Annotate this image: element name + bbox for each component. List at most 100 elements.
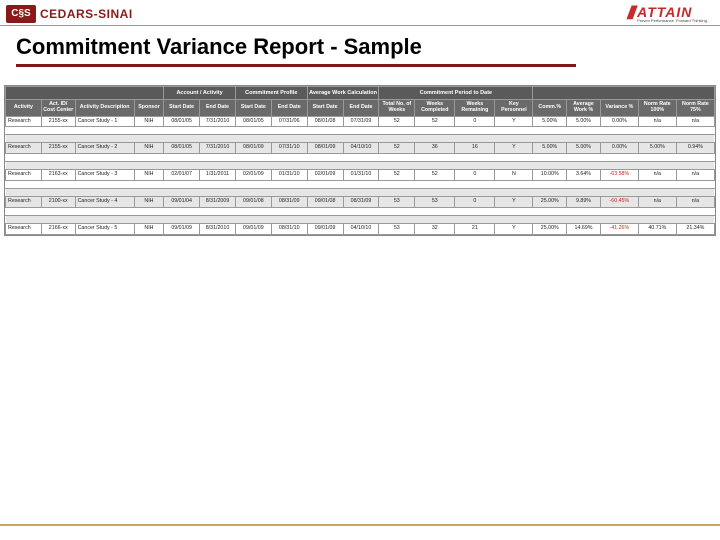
table-cell: 08/01/05 [164, 143, 200, 154]
table-cell: -41.26% [600, 223, 638, 234]
table-cell: 53 [379, 197, 415, 208]
table-cell: 16 [455, 143, 495, 154]
table-cell: 0.00% [600, 143, 638, 154]
column-header: End Date [343, 100, 379, 117]
table-cell: Cancer Study - 2 [75, 143, 134, 154]
table-group-header: Account / ActivityCommitment ProfileAver… [6, 87, 715, 100]
table-cell: 01/31/10 [271, 170, 307, 181]
table-row: Research2100-xxCancer Study - 4NIH09/01/… [6, 197, 715, 208]
table-cell: 5.00% [533, 116, 567, 127]
table-cell: 04/10/10 [343, 143, 379, 154]
column-header: Start Date [164, 100, 200, 117]
table-cell: 09/01/09 [164, 223, 200, 234]
table-cell: Y [495, 223, 533, 234]
table-cell: Research [6, 223, 42, 234]
table-cell: 52 [379, 143, 415, 154]
table-cell: 0 [455, 116, 495, 127]
column-header: Start Date [235, 100, 271, 117]
attain-slash-icon: /// [627, 3, 633, 24]
logo-cedars: C§S CEDARS-SINAI [6, 5, 133, 23]
table-cell: 7/31/2010 [200, 143, 236, 154]
logo-attain: /// ATTAIN Proven Performance. Forward T… [627, 3, 708, 24]
table-cell: 09/01/04 [164, 197, 200, 208]
table-cell: 21.34% [676, 223, 714, 234]
cs-badge: C§S [6, 5, 36, 23]
table-cell: 25.00% [533, 223, 567, 234]
table-cell: 9.89% [567, 197, 601, 208]
table-cell: 04/10/10 [343, 223, 379, 234]
title-underline [16, 64, 576, 67]
table-cell: Y [495, 116, 533, 127]
table-cell: 08/31/09 [343, 197, 379, 208]
table-cell: 1/31/2011 [200, 170, 236, 181]
table-cell: 09/01/09 [235, 223, 271, 234]
report-table-wrap: Account / ActivityCommitment ProfileAver… [4, 85, 716, 236]
table-cell: 52 [415, 116, 455, 127]
table-column-header: ActivityAct. ID/ Cost CenterActivity Des… [6, 100, 715, 117]
table-cell: n/a [638, 116, 676, 127]
table-cell: n/a [638, 170, 676, 181]
table-cell: 5.00% [567, 143, 601, 154]
table-cell: 40.71% [638, 223, 676, 234]
table-cell: Y [495, 197, 533, 208]
column-header: Average Work % [567, 100, 601, 117]
table-cell: 8/31/2010 [200, 223, 236, 234]
table-cell: 10.00% [533, 170, 567, 181]
column-header: Norm Rate 75% [676, 100, 714, 117]
column-header: End Date [200, 100, 236, 117]
table-cell: 5.00% [638, 143, 676, 154]
attain-name: ATTAIN [637, 5, 708, 19]
table-cell: n/a [638, 197, 676, 208]
table-cell: -63.58% [600, 170, 638, 181]
column-header: Weeks Completed [415, 100, 455, 117]
table-cell: N [495, 170, 533, 181]
column-header: Sponsor [134, 100, 164, 117]
table-cell: NIH [134, 223, 164, 234]
table-cell: Research [6, 197, 42, 208]
table-cell: 08/01/08 [307, 116, 343, 127]
table-cell: 7/31/2010 [200, 116, 236, 127]
table-cell: 08/01/09 [307, 143, 343, 154]
column-header: Norm Rate 100% [638, 100, 676, 117]
footer-rule [0, 524, 720, 526]
table-cell: 25.00% [533, 197, 567, 208]
column-header: Activity Description [75, 100, 134, 117]
table-cell: 09/01/08 [307, 197, 343, 208]
table-cell: 52 [379, 170, 415, 181]
table-cell: n/a [676, 116, 714, 127]
table-cell: 8/31/2009 [200, 197, 236, 208]
table-cell: NIH [134, 116, 164, 127]
table-cell: 0.00% [600, 116, 638, 127]
table-cell: 01/31/10 [343, 170, 379, 181]
table-cell: Cancer Study - 4 [75, 197, 134, 208]
header-bar: C§S CEDARS-SINAI /// ATTAIN Proven Perfo… [0, 0, 720, 26]
table-cell: 2155-xx [41, 143, 75, 154]
column-header: Comm.% [533, 100, 567, 117]
table-cell: 0.94% [676, 143, 714, 154]
table-cell: 53 [379, 223, 415, 234]
table-cell: 2155-xx [41, 116, 75, 127]
table-cell: 02/01/07 [164, 170, 200, 181]
table-cell: Cancer Study - 3 [75, 170, 134, 181]
table-cell: 5.00% [567, 116, 601, 127]
attain-tagline: Proven Performance. Forward Thinking. [637, 19, 708, 23]
table-cell: Research [6, 143, 42, 154]
table-cell: 07/31/10 [271, 143, 307, 154]
table-cell: 2166-xx [41, 223, 75, 234]
page-title: Commitment Variance Report - Sample [16, 34, 704, 60]
table-cell: 08/01/09 [235, 143, 271, 154]
column-header: Act. ID/ Cost Center [41, 100, 75, 117]
table-cell: 32 [415, 223, 455, 234]
cedars-text: CEDARS-SINAI [40, 7, 133, 21]
table-cell: n/a [676, 197, 714, 208]
column-header: Variance % [600, 100, 638, 117]
table-cell: -60.45% [600, 197, 638, 208]
column-header: Activity [6, 100, 42, 117]
table-cell: 09/01/08 [235, 197, 271, 208]
report-table: Account / ActivityCommitment ProfileAver… [5, 86, 715, 235]
column-header: Start Date [307, 100, 343, 117]
table-row: Research2163-xxCancer Study - 3NIH02/01/… [6, 170, 715, 181]
table-cell: 02/01/09 [307, 170, 343, 181]
column-header: End Date [271, 100, 307, 117]
table-cell: 21 [455, 223, 495, 234]
